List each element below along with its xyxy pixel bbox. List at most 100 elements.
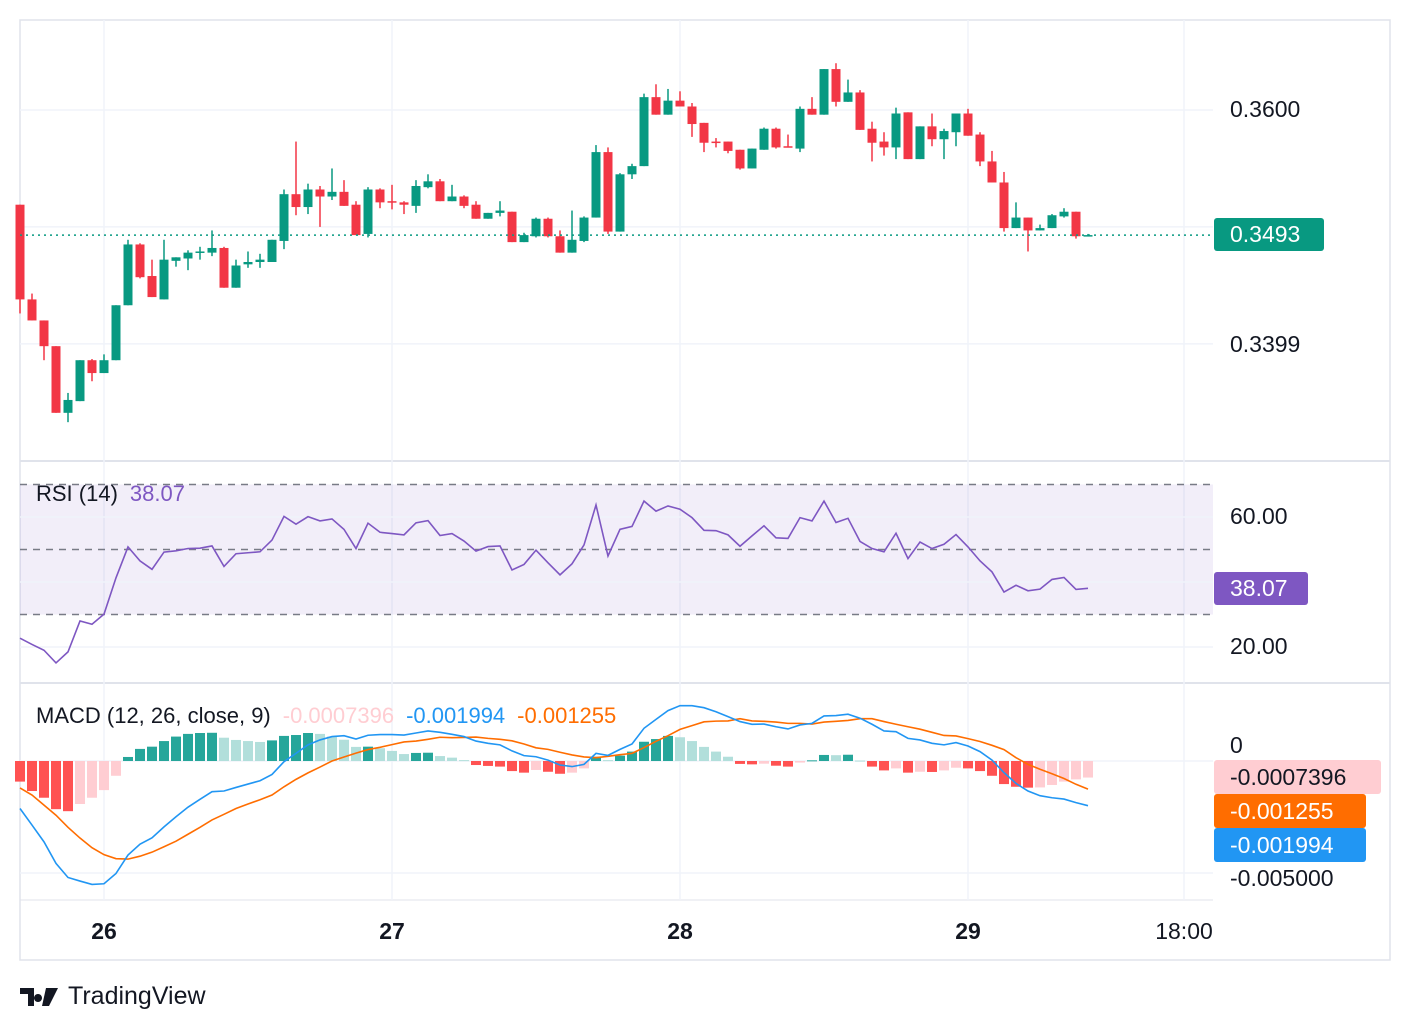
candle-down [927,126,937,140]
candle-down [15,204,25,300]
candle-up [195,251,205,253]
macd-histogram-bar [123,756,133,761]
candle-down [351,204,361,236]
candle-down [675,100,685,107]
macd-histogram-bar [603,760,613,762]
candle-up [1047,215,1057,229]
rsi-value-badge: 38.07 [1214,572,1308,605]
macd-histogram-bar [411,752,421,761]
candle-up [747,148,757,169]
macd-histogram-bar [819,754,829,761]
candle-up [75,360,85,402]
time-axis-label: 26 [91,918,117,944]
candle-down [867,128,877,143]
macd-signal-value: -0.001255 [517,703,617,728]
macd-axis-label: -0.005000 [1230,865,1334,891]
macd-histogram-bar [747,761,757,765]
rsi-value: 38.07 [129,481,185,506]
candle-up [243,261,253,265]
macd-histogram-bar [675,737,685,761]
macd-histogram-bar [339,739,349,761]
macd-histogram-bar [423,752,433,761]
macd-histogram-bar [63,761,73,812]
candle-up [411,185,421,206]
candle-up [615,174,625,232]
macd-histogram-bar [243,741,253,761]
candle-down [687,106,697,125]
candle-up [267,239,277,262]
candle-down [711,141,721,144]
macd-histogram-bar [387,750,397,761]
candle-down [783,146,793,148]
candle-down [771,128,781,148]
macd-histogram-bar [135,748,145,761]
candle-down [27,299,37,321]
macd-histogram-bar [807,760,817,762]
macd-histogram-bar [615,755,625,761]
macd-histogram-bar [555,761,565,774]
candle-down [147,276,157,298]
macd-histogram-bar [771,761,781,766]
macd-histogram-bar [1035,761,1045,788]
chart-frame [19,19,1391,961]
candle-up [99,360,109,374]
macd-histogram-bar [783,761,793,767]
macd-legend[interactable]: MACD (12, 26, close, 9) -0.0007396 -0.0019… [36,703,628,729]
macd-histogram-bar [483,761,493,766]
candle-up [255,259,265,262]
macd-histogram-bar [855,760,865,762]
candle-down [1071,211,1081,237]
macd-histogram-bar [459,760,469,762]
candle-up [639,97,649,167]
time-axis-label: 28 [667,918,693,944]
macd-histogram-bar [879,761,889,771]
macd-histogram-bar [963,761,973,769]
candle-down [807,108,817,115]
rsi-axis-label: 60.00 [1230,503,1288,529]
macd-axis-label: 0 [1230,732,1243,758]
price-axis-label: 0.3399 [1230,331,1301,357]
macd-histogram-bar [471,761,481,766]
candle-up [567,239,577,253]
tradingview-logo[interactable]: TradingView [20,982,206,1011]
rsi-legend[interactable]: RSI (14) 38.07 [36,481,197,507]
candle-up [591,152,601,218]
candle-down [219,247,229,288]
macd-histogram-bar [591,756,601,761]
macd-histogram-bar [183,733,193,761]
macd-histogram-bar [531,761,541,770]
macd-histogram-bar [75,761,85,805]
macd-histogram-bar [891,761,901,769]
candle-up [279,194,289,241]
macd-histogram-bar [1059,761,1069,782]
macd-histogram-bar [663,735,673,761]
macd-histogram-bar [639,741,649,761]
candle-down [987,161,997,183]
candle-down [471,204,481,219]
candle-up [627,166,637,175]
candle-down [603,152,613,232]
macd-line [19,704,1089,886]
macd-histogram-bar [1083,761,1093,778]
candle-up [327,191,337,197]
macd-histogram-bar [51,761,61,810]
candle-up [1011,217,1021,229]
macd-histogram-bar [1071,761,1081,780]
macd-histogram-bar [867,761,877,767]
macd-histogram-bar [1023,761,1033,788]
candle-down [387,201,397,203]
macd-histogram-bar [207,732,217,761]
candle-up [183,252,193,259]
macd-histogram-bar [159,741,169,761]
candle-down [723,141,733,151]
candle-up [111,305,121,361]
macd-histogram-bar [687,741,697,761]
candle-up [531,218,541,237]
candle-up [303,189,313,208]
candle-down [699,122,709,143]
macd-histogram-bar [975,761,985,772]
candle-down [39,320,49,347]
macd-line-badge: -0.001994 [1214,828,1366,862]
candle-up [795,108,805,149]
